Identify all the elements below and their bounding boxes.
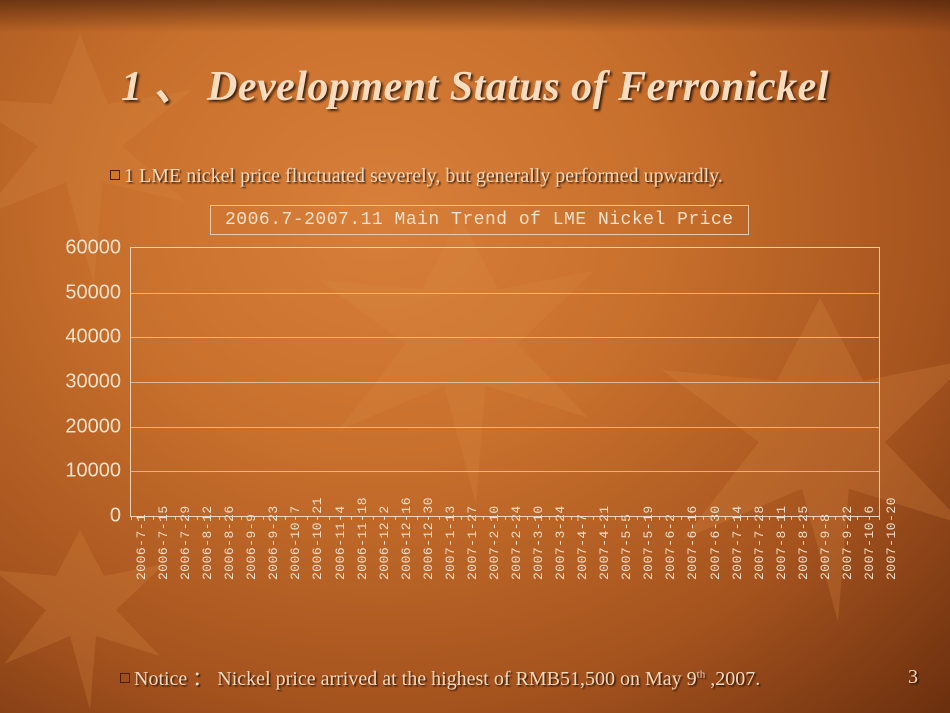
bullet-square-icon [120,673,130,683]
chart-xtick-label: 2007-5-5 [619,514,634,580]
chart-xtick-label: 2006-7-1 [134,514,149,580]
chart-gridline [131,471,879,472]
chart-x-labels: 2006-7-1 2006-7-15 2006-7-29 2006-8-12 2006-… [130,485,880,595]
chart-xtick-label: 2006-10-7 [288,505,303,580]
chart-xtick-label: 2007-1-13 [443,505,458,580]
chart-xtick-label: 2006-12-30 [421,497,436,580]
chart-ytick-label: 20000 [65,415,121,438]
chart-xtick-label: 2007-10-20 [884,497,899,580]
chart-gridline [131,427,879,428]
chart-xtick-label: 2007-4-7 [575,514,590,580]
slide: 1 、 Development Status of Ferronickel 1 … [0,0,950,713]
notice-sup: th [697,668,706,680]
chart-xtick-label: 2007-8-25 [796,505,811,580]
chart-xtick-label: 2006-12-2 [377,505,392,580]
chart-gridline [131,382,879,383]
chart-title-box: 2006.7-2007.11 Main Trend of LME Nickel … [210,205,749,235]
chart-xtick-label: 2007-5-19 [641,505,656,580]
chart-xtick-label: 2007-3-10 [531,505,546,580]
slide-notice: Notice ： Nickel price arrived at the hig… [120,662,760,691]
chart-xtick-label: 2007-1-27 [465,505,480,580]
chart-xtick-label: 2007-7-14 [730,505,745,580]
slide-subtitle: 1 LME nickel price fluctuated severely, … [110,165,723,188]
chart-ytick-label: 30000 [65,371,121,394]
chart-xtick-label: 2006-8-12 [200,505,215,580]
chart-ytick-label: 60000 [65,237,121,260]
notice-text-prefix: Notice ： Nickel price arrived at the hig… [134,668,697,690]
chart-ytick-label: 10000 [65,460,121,483]
chart-xtick-label: 2007-6-2 [663,514,678,580]
chart-xtick-label: 2007-2-10 [487,505,502,580]
chart-xtick-label: 2007-6-30 [708,505,723,580]
chart-xtick-label: 2006-11-18 [355,497,370,580]
chart-xtick-label: 2007-6-16 [685,505,700,580]
chart-xtick-label: 2006-10-21 [310,497,325,580]
chart-xtick-label: 2007-3-24 [553,505,568,580]
chart-ytick-label: 0 [110,505,121,528]
chart-title: 2006.7-2007.11 Main Trend of LME Nickel … [225,210,734,230]
chart-xtick-label: 2006-12-16 [399,497,414,580]
chart-xtick-label: 2006-8-26 [222,505,237,580]
chart-gridline [131,337,879,338]
chart-xtick-label: 2007-2-24 [509,505,524,580]
chart-grid: 0100002000030000400005000060000 [130,247,880,517]
chart-xtick-label: 2006-9-9 [244,514,259,580]
chart-xtick-label: 2006-7-29 [178,505,193,580]
notice-text-suffix: ,2007. [705,668,760,690]
chart-xtick-label: 2007-7-28 [752,505,767,580]
chart-plot-area: 0100002000030000400005000060000 [130,247,880,517]
chart-xtick-label: 2006-11-4 [333,505,348,580]
chart-ytick-label: 50000 [65,281,121,304]
chart-xtick-label: 2006-7-15 [156,505,171,580]
chart-container: 2006.7-2007.11 Main Trend of LME Nickel … [50,205,890,625]
slide-title: 1 、 Development Status of Ferronickel [0,52,950,113]
chart-xtick-label: 2007-9-22 [840,505,855,580]
chart-xtick-label: 2007-8-11 [774,505,789,580]
subtitle-text: 1 LME nickel price fluctuated severely, … [124,165,723,187]
bullet-square-icon [110,170,120,180]
chart-gridline [131,293,879,294]
page-number: 3 [908,666,918,689]
chart-xtick-label: 2007-10-6 [862,505,877,580]
chart-xtick-label: 2007-4-21 [597,505,612,580]
chart-xtick-label: 2007-9-8 [818,514,833,580]
chart-ytick-label: 40000 [65,326,121,349]
chart-xtick-label: 2006-9-23 [266,505,281,580]
